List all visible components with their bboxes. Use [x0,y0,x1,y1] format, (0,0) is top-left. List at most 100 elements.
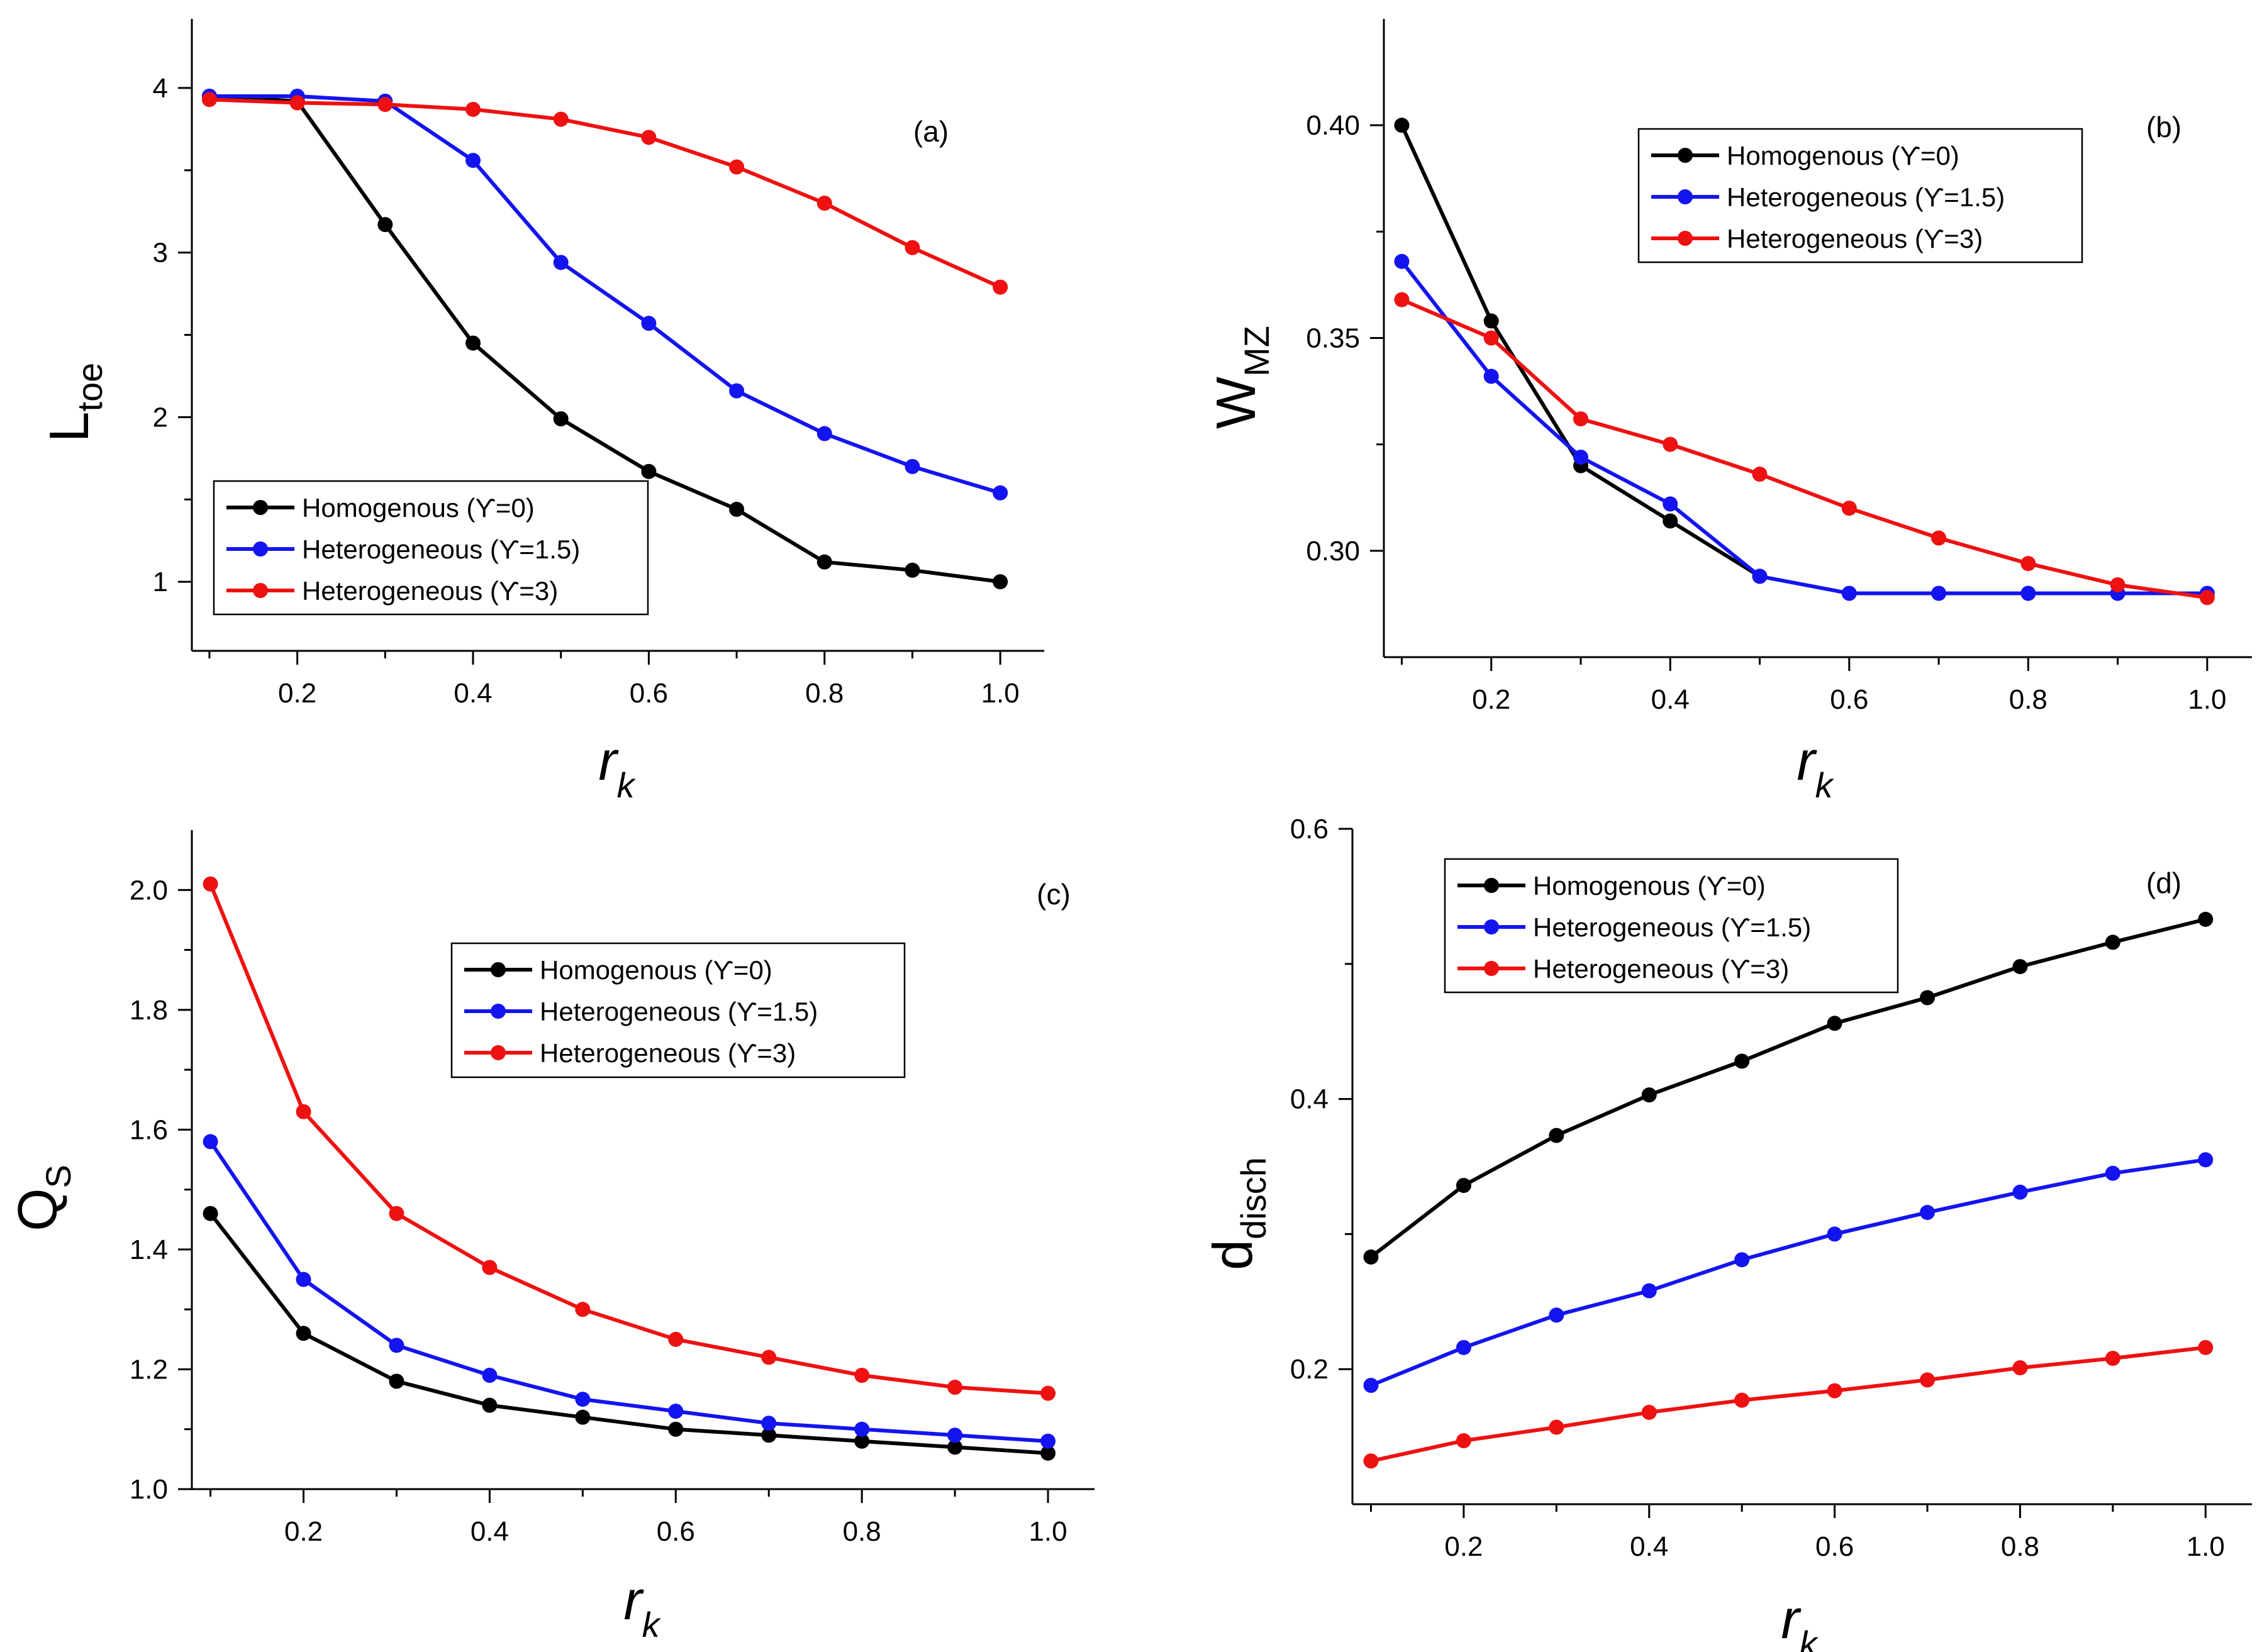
data-point [761,1416,777,1431]
y-axis-title-main: d [1201,1239,1264,1270]
data-point [1456,1339,1471,1355]
x-tick-label: 0.4 [1651,684,1690,715]
data-point [1827,1383,1842,1399]
data-point [377,217,393,233]
data-point [203,1134,218,1150]
y-tick-label: 1.6 [130,1114,168,1145]
data-point [1752,467,1768,482]
chart-panel-d: 0.2 0.4 0.6 0.8 1.0 0.2 0.4 0.6 Homogenous (ϒ=0)… [1201,814,2252,1652]
data-point [641,463,657,479]
data-point [1483,330,1499,346]
data-point [2198,911,2214,927]
data-point [1483,369,1499,384]
data-point [2198,1339,2214,1355]
data-point [1549,1128,1564,1143]
data-point [2105,934,2120,950]
legend-swatch-marker [253,541,268,557]
y-tick-label: 0.2 [1290,1354,1329,1385]
data-point [465,153,481,169]
data-point [289,95,305,111]
data-point [203,1206,218,1221]
x-axis-title-main: r [623,1569,644,1631]
legend-entry: Homogenous (ϒ=0) [302,493,535,523]
x-tick-label: 1.0 [2188,684,2226,715]
data-point [854,1367,870,1383]
x-tick-label: 0.8 [805,678,844,709]
data-point [1734,1252,1750,1268]
data-point [389,1338,404,1353]
y-axis-title-main: L [38,411,100,442]
legend: Homogenous (ϒ=0) Heterogeneous (ϒ=1.5) Het… [1637,128,2083,263]
x-axis-title: rk [598,729,636,805]
y-axis-title-sub: toe [70,363,109,412]
x-axis-title-sub: k [617,765,637,805]
y-axis-title-main: Q [6,1188,69,1231]
data-point [1734,1392,1750,1408]
data-point [377,97,393,113]
data-point [2199,590,2215,606]
legend-swatch-marker [1484,961,1499,976]
y-axis-title: WMZ [1205,326,1276,429]
y-tick-label: 0.30 [1306,536,1360,567]
data-point [993,485,1008,501]
x-tick-label: 0.4 [1630,1531,1668,1562]
x-axis-title-main: r [1781,1588,1802,1650]
x-tick-label: 1.0 [1028,1516,1067,1547]
legend-entry: Heterogeneous (ϒ=1.5) [540,997,818,1026]
legend-entry: Heterogeneous (ϒ=3) [302,576,558,606]
data-point [575,1409,591,1425]
legend-swatch-marker [1678,189,1693,204]
data-point [296,1326,311,1341]
chart-panel-b: 0.2 0.4 0.6 0.8 1.0 0.30 0.35 0.40 Homogenous (ϒ… [1205,19,2252,805]
data-point [1663,496,1678,512]
data-point [729,159,745,175]
y-tick-label: 1 [153,567,168,597]
y-tick-label: 1.8 [130,995,168,1026]
y-axis-title: QS [6,1165,78,1231]
data-point [1931,585,1947,601]
data-point [1394,253,1410,269]
data-point [1363,1377,1379,1393]
x-axis-title-sub: k [1815,765,1835,805]
legend-entry: Homogenous (ϒ=0) [1533,871,1766,901]
data-point [2012,1360,2028,1376]
data-point [1456,1178,1471,1194]
data-point [729,501,745,517]
data-point [203,876,218,892]
data-point [296,1104,311,1119]
data-point [2012,1184,2028,1200]
x-axis-title-main: r [598,729,619,792]
series-line [1370,1158,2206,1387]
data-point [575,1392,591,1407]
y-axis-title-sub: S [38,1165,78,1188]
x-tick-label: 0.2 [1444,1531,1483,1562]
y-tick-label: 1.0 [130,1474,168,1505]
data-point [993,574,1008,590]
y-tick-label: 0.4 [1290,1084,1329,1115]
x-tick-label: 0.2 [1472,684,1510,715]
data-point [1573,449,1588,465]
data-point [816,554,832,570]
data-point [1394,292,1410,308]
legend-entry: Heterogeneous (ϒ=1.5) [302,535,580,564]
data-point [1752,568,1768,584]
data-point [1641,1404,1657,1420]
series-line [209,1212,1049,1455]
legend-swatch-marker [1678,148,1693,163]
series-line [209,97,1001,289]
data-point [2012,959,2028,975]
y-axis-title: Ltoe [38,363,109,443]
data-point [761,1350,777,1365]
data-point [201,92,217,108]
data-point [1549,1419,1564,1435]
y-tick-label: 0.35 [1306,323,1360,354]
legend-swatch-marker [253,583,268,598]
data-point [482,1260,498,1275]
panel-label: (a) [913,115,949,148]
data-point [1641,1087,1657,1103]
y-axis-title-sub: MZ [1237,326,1276,377]
y-tick-label: 2.0 [130,875,168,906]
series-line [209,1140,1049,1443]
data-point [816,196,832,211]
